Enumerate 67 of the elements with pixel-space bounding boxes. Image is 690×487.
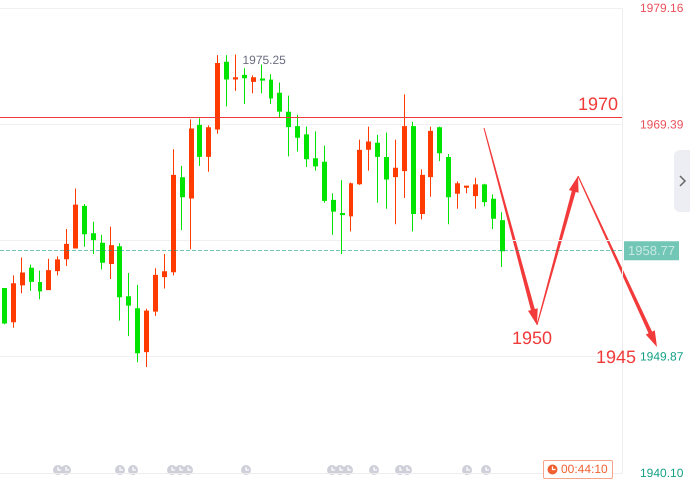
candlestick xyxy=(304,126,309,168)
candlestick xyxy=(46,258,51,290)
annotation: 00:44:10 xyxy=(561,461,608,478)
annotation: 1945 xyxy=(596,347,636,368)
annotation: 1950 xyxy=(512,328,552,349)
candlestick xyxy=(446,153,451,225)
candlestick xyxy=(437,126,442,162)
candlestick xyxy=(384,132,389,210)
y-tick-label: 1949.87 xyxy=(640,350,684,364)
candlestick xyxy=(366,126,371,172)
candlestick xyxy=(171,148,176,276)
candlestick xyxy=(357,139,362,186)
ref-line-label: 1970 xyxy=(578,94,618,114)
y-tick-label: 1940.10 xyxy=(640,466,684,480)
candlestick xyxy=(233,54,238,92)
candlestick xyxy=(473,177,478,210)
candlestick xyxy=(340,180,345,254)
annotation: 1975.25 xyxy=(242,52,286,67)
candlestick xyxy=(349,182,353,232)
candlestick xyxy=(64,228,69,266)
candlestick xyxy=(286,95,291,157)
candlestick xyxy=(135,284,140,363)
candlestick xyxy=(20,257,25,294)
candlestick xyxy=(38,270,42,300)
candlestick xyxy=(197,118,202,166)
candlestick xyxy=(242,68,247,104)
candlestick xyxy=(180,165,185,231)
candlestick xyxy=(73,188,78,248)
candlestick xyxy=(402,94,407,198)
candlestick xyxy=(491,194,496,230)
candlestick xyxy=(251,74,256,94)
candlestick xyxy=(464,186,469,194)
candlestick xyxy=(215,54,220,134)
candlestick xyxy=(29,264,34,292)
candlestick xyxy=(109,226,114,280)
y-tick-label: 1969.39 xyxy=(640,117,684,132)
candlestick xyxy=(411,121,416,232)
candlestick xyxy=(2,288,7,325)
candlestick xyxy=(55,256,60,276)
candlestick xyxy=(277,82,282,118)
candlestick xyxy=(331,192,336,236)
candlestick xyxy=(162,253,167,289)
ref-line-label: 1958.77 xyxy=(628,243,675,258)
y-tick-label: 1979.16 xyxy=(640,1,684,15)
candlestick xyxy=(455,180,460,210)
candlestick xyxy=(375,134,380,204)
candlestick xyxy=(295,114,300,152)
candlestick xyxy=(393,139,398,225)
candlestick xyxy=(91,221,96,254)
candlestick xyxy=(11,274,16,328)
candlestick xyxy=(206,124,211,172)
candlestick xyxy=(322,145,327,204)
candlestick xyxy=(189,118,194,250)
candlestick xyxy=(269,74,273,104)
candlestick xyxy=(144,308,149,368)
candlestick xyxy=(420,168,425,220)
candlestick xyxy=(224,54,229,107)
candlestick xyxy=(260,64,265,94)
candlestick xyxy=(100,234,105,270)
candlestick xyxy=(153,268,158,316)
candlestick xyxy=(500,212,505,268)
candlestick xyxy=(313,130,318,172)
candlestick xyxy=(428,126,433,198)
candlestick xyxy=(117,242,122,322)
candlestick xyxy=(82,203,87,248)
candlestick xyxy=(482,183,487,207)
candlestick xyxy=(126,272,131,337)
